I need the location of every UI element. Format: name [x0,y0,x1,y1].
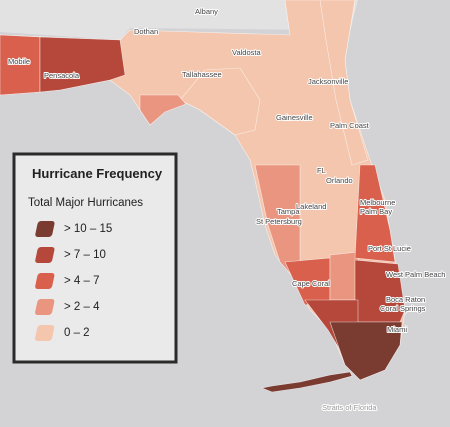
legend-subtitle: Total Major Hurricanes [28,197,143,209]
legend-label: > 7 – 10 [64,249,106,261]
place-label: Palm Coast [330,121,370,130]
legend-swatch [35,247,55,263]
region [354,164,396,263]
place-label: Pensacola [44,71,80,80]
place-label: Melbourne [360,198,395,207]
place-label: Coral Springs [380,304,426,313]
legend-label: 0 – 2 [64,327,90,339]
place-label: Boca Raton [386,295,425,304]
legend-swatch [35,325,55,341]
legend-label: > 2 – 4 [64,301,100,313]
land-north [0,0,358,40]
legend-swatch [35,221,55,237]
region [39,36,126,93]
place-labels: Albany Dothan Valdosta Mobile Pensacola … [7,6,446,413]
legend-swatch [35,299,55,315]
place-label: Port St Lucie [368,244,411,253]
legend-title: Hurricane Frequency [32,166,163,181]
legend-label: > 4 – 7 [64,275,100,287]
place-label: Orlando [326,176,353,185]
place-label: Jacksonville [308,77,348,86]
region [329,321,403,381]
place-label: Mobile [8,57,30,66]
place-label: Gainesville [276,113,313,122]
place-label: Miami [387,325,407,334]
place-label: Lakeland [296,202,326,211]
place-label: West Palm Beach [386,270,445,279]
place-label: Tampa [277,207,300,216]
region [254,164,301,286]
place-label: Palm Bay [360,207,392,216]
place-label: Tallahassee [182,70,222,79]
region [260,371,353,393]
place-label: St Petersburg [256,217,302,226]
place-label: Valdosta [232,48,261,57]
place-label: Straits of Florida [322,403,377,412]
region [139,94,187,126]
regions [0,0,406,393]
legend-swatch [35,273,55,289]
place-label: FL [317,166,326,175]
legend-label: > 10 – 15 [64,223,112,235]
place-label: Albany [195,7,218,16]
place-label: Dothan [134,27,158,36]
place-label: Cape Coral [292,279,330,288]
region [319,0,369,166]
region [329,251,359,301]
legend: Hurricane Frequency Total Major Hurrican… [12,152,178,364]
